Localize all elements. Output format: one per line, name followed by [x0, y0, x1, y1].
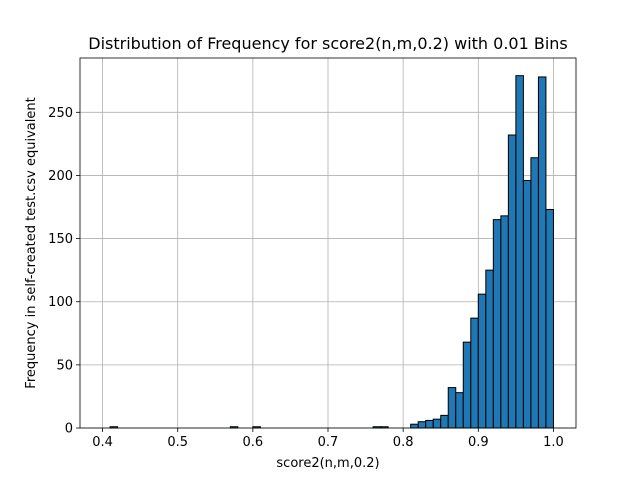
histogram-bar — [477, 293, 487, 429]
histogram-bar — [455, 392, 464, 429]
histogram-bar — [507, 134, 517, 429]
histogram-bar — [492, 219, 502, 429]
histogram-bar — [440, 414, 449, 429]
y-tick-label: 0 — [65, 422, 73, 437]
histogram-bar — [417, 421, 427, 429]
x-tick-label: 1.0 — [543, 435, 564, 450]
chart-title: Distribution of Frequency for score2(n,m… — [88, 34, 568, 53]
y-axis-label: Frequency in self-created test.csv equiv… — [24, 97, 39, 388]
histogram-bar — [462, 341, 472, 429]
histogram-bar — [485, 269, 494, 429]
x-tick-label: 0.9 — [468, 435, 489, 450]
histogram-bar — [515, 75, 524, 429]
x-axis-label: score2(n,m,0.2) — [276, 456, 379, 471]
histogram-bar — [425, 419, 434, 429]
x-tick-label: 0.7 — [318, 435, 339, 450]
histogram-bar — [410, 423, 419, 429]
y-tick-label: 100 — [48, 295, 73, 310]
histogram-bar — [432, 418, 442, 429]
y-tick-label: 250 — [48, 106, 73, 121]
histogram-bar — [537, 76, 547, 429]
histogram-bar — [522, 179, 532, 429]
x-tick-label: 0.6 — [243, 435, 264, 450]
histogram-bar — [447, 387, 457, 429]
histogram-bar — [470, 317, 479, 429]
bars-layer — [109, 75, 554, 429]
histogram-bar — [545, 209, 554, 429]
x-tick-label: 0.4 — [92, 435, 113, 450]
ticks-layer: 0.4 0.5 0.6 0.7 0.8 0.9 1.0 0 50 100 150 200 250 — [48, 106, 564, 450]
x-tick-label: 0.8 — [393, 435, 414, 450]
y-tick-label: 200 — [48, 169, 73, 184]
histogram-bar — [530, 157, 539, 429]
x-tick-label: 0.5 — [167, 435, 188, 450]
y-tick-label: 150 — [48, 232, 73, 247]
histogram-bar — [500, 215, 509, 429]
y-tick-label: 50 — [56, 358, 73, 373]
